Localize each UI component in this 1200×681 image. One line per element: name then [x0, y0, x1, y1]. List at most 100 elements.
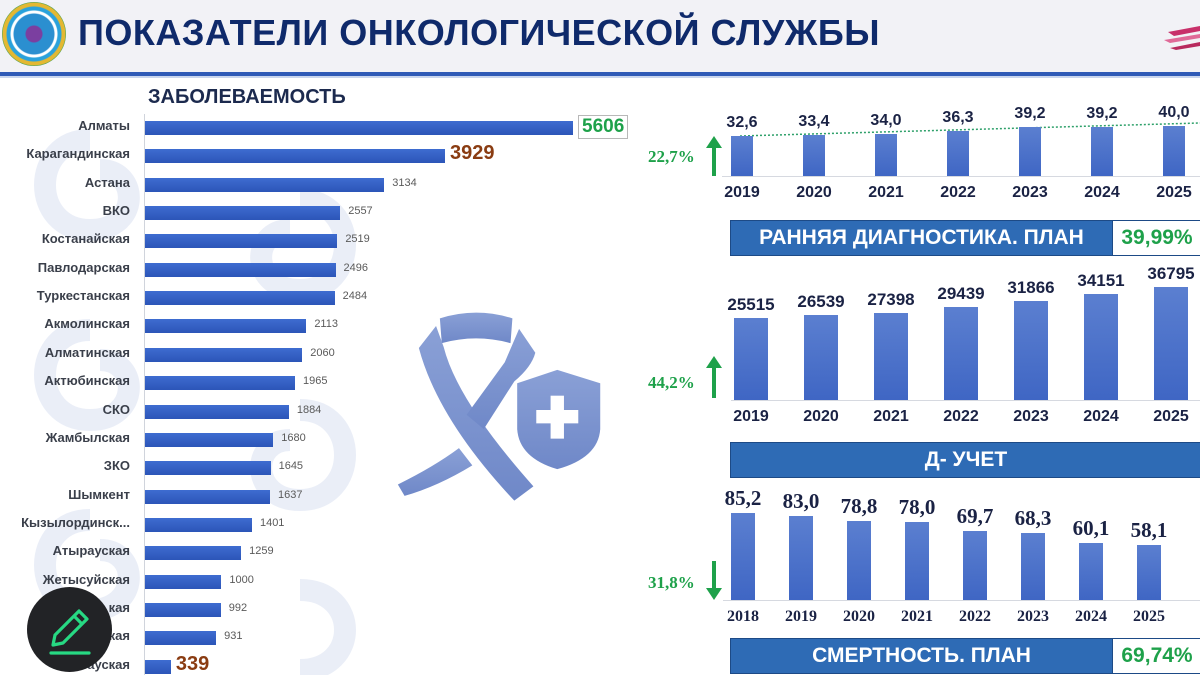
- incidence-row: Акмолинская 2113: [0, 312, 640, 340]
- incidence-value: 992: [228, 601, 248, 614]
- bar-value-label: 34,0: [870, 112, 902, 130]
- bar-value-label: 25515: [727, 295, 775, 314]
- incidence-value: 1401: [259, 516, 285, 529]
- d-registry-growth: 44,2%: [648, 373, 695, 392]
- bar-value-label: 31866: [1007, 277, 1055, 297]
- incidence-value: 1680: [281, 431, 306, 444]
- incidence-bar: [145, 631, 217, 646]
- header-divider-light: [0, 76, 1200, 78]
- region-label: ЗКО: [103, 458, 130, 474]
- incidence-value: 2484: [342, 290, 368, 303]
- chart-baseline: [722, 176, 1200, 177]
- incidence-value: 1645: [278, 460, 304, 473]
- d-registry-banner: Д- УЧЕТ: [730, 442, 1200, 478]
- pencil-icon: [49, 609, 91, 655]
- region-label: Павлодарская: [37, 259, 130, 275]
- page-title: ПОКАЗАТЕЛИ ОНКОЛОГИЧЕСКОЙ СЛУЖБЫ: [78, 12, 880, 53]
- region-label: Шымкент: [68, 486, 130, 502]
- mortality-plan-value: 69,74%: [1112, 638, 1200, 674]
- chart-bar: [1163, 126, 1185, 176]
- incidence-bar: [145, 206, 341, 221]
- brand-logo-icon: [1164, 26, 1200, 50]
- bar-value-label: 69,7: [956, 504, 994, 529]
- incidence-value: 1965: [303, 375, 328, 388]
- bar-value-label: 27398: [867, 289, 915, 309]
- incidence-axis: [144, 114, 145, 675]
- chart-bar: [1137, 545, 1161, 600]
- incidence-row: ЗКО 1645: [0, 454, 640, 482]
- incidence-value: 3929: [449, 142, 495, 165]
- incidence-bar: [145, 461, 271, 476]
- edit-button[interactable]: [27, 587, 112, 672]
- incidence-value: 339: [175, 652, 210, 675]
- year-label: 2021: [868, 184, 904, 201]
- chart-bar: [731, 513, 755, 600]
- incidence-bar: [145, 602, 221, 617]
- year-label: 2019: [733, 408, 769, 425]
- incidence-bar: [145, 291, 335, 306]
- incidence-bar: [145, 177, 385, 192]
- year-label: 2022: [959, 608, 991, 625]
- incidence-row: Кызылординск... 1401: [0, 511, 640, 539]
- chart-bar: [1019, 127, 1041, 176]
- city-emblem-icon: [2, 2, 66, 66]
- region-label: СКО: [102, 401, 130, 417]
- incidence-bar: [145, 489, 270, 504]
- incidence-value: 3134: [392, 176, 417, 189]
- chart-bar: [847, 520, 871, 600]
- cancer-ribbon-shield-icon: [397, 312, 601, 501]
- chart-bar: [803, 134, 825, 176]
- incidence-row: Атырауская 1259: [0, 539, 640, 567]
- incidence-value: 2060: [310, 346, 335, 359]
- year-label: 2025: [1133, 608, 1165, 625]
- region-label: Актюбинская: [44, 373, 130, 389]
- incidence-value: 2113: [314, 318, 338, 331]
- bar-value-label: 39,2: [1014, 105, 1046, 123]
- chart-bar: [1014, 300, 1048, 400]
- incidence-row: Жамбылская 1680: [0, 426, 640, 454]
- bar-value-label: 26539: [797, 292, 845, 312]
- bar-value-label: 39,2: [1086, 105, 1118, 123]
- incidence-bar: [145, 262, 336, 277]
- chart-baseline: [723, 600, 1200, 601]
- chart-bar: [874, 312, 908, 400]
- region-label: Туркестанская: [36, 288, 130, 304]
- incidence-value: 1000: [229, 573, 254, 586]
- bar-value-label: 78,8: [840, 493, 878, 518]
- incidence-row: Туркестанская 2484: [0, 284, 640, 312]
- region-label: Карагандинская: [26, 146, 130, 162]
- up-arrow-head-icon: [706, 356, 722, 368]
- year-label: 2022: [943, 408, 979, 425]
- chart-bar: [789, 515, 813, 600]
- bar-value-label: 33,4: [798, 112, 830, 130]
- bar-value-label: 85,2: [724, 486, 762, 510]
- incidence-row: Павлодарская 2496: [0, 256, 640, 284]
- bar-value-label: 83,0: [782, 488, 820, 513]
- incidence-row: Шымкент 1637: [0, 483, 640, 511]
- incidence-bar: [145, 149, 445, 164]
- mortality-banner: СМЕРТНОСТЬ. ПЛАН: [730, 638, 1113, 674]
- region-label: Атырауская: [52, 543, 130, 559]
- up-arrow-head-icon: [706, 136, 722, 148]
- down-arrow-head-icon: [706, 588, 722, 600]
- incidence-bar: [145, 121, 573, 135]
- incidence-bar: [145, 404, 289, 419]
- chart-bar: [1079, 542, 1103, 600]
- incidence-row: Жетысуйская 1000: [0, 568, 640, 596]
- incidence-row: кая 992: [0, 596, 640, 624]
- region-label: Жетысуйская: [42, 571, 130, 587]
- year-label: 2024: [1084, 184, 1120, 201]
- incidence-bar: [145, 574, 222, 589]
- region-label: Кызылординск...: [21, 514, 130, 530]
- region-label: кая: [108, 599, 130, 615]
- incidence-row: Костанайская 2519: [0, 227, 640, 255]
- chart-bar: [947, 131, 969, 176]
- year-label: 2021: [901, 608, 933, 625]
- early-diagnosis-growth: 22,7%: [648, 147, 695, 166]
- incidence-bar: [145, 659, 171, 674]
- region-label: Жамбылская: [45, 429, 130, 445]
- bar-value-label: 68,3: [1014, 505, 1052, 530]
- year-label: 2022: [940, 184, 976, 201]
- incidence-value: 5606: [578, 115, 629, 139]
- region-label: Астана: [84, 174, 130, 190]
